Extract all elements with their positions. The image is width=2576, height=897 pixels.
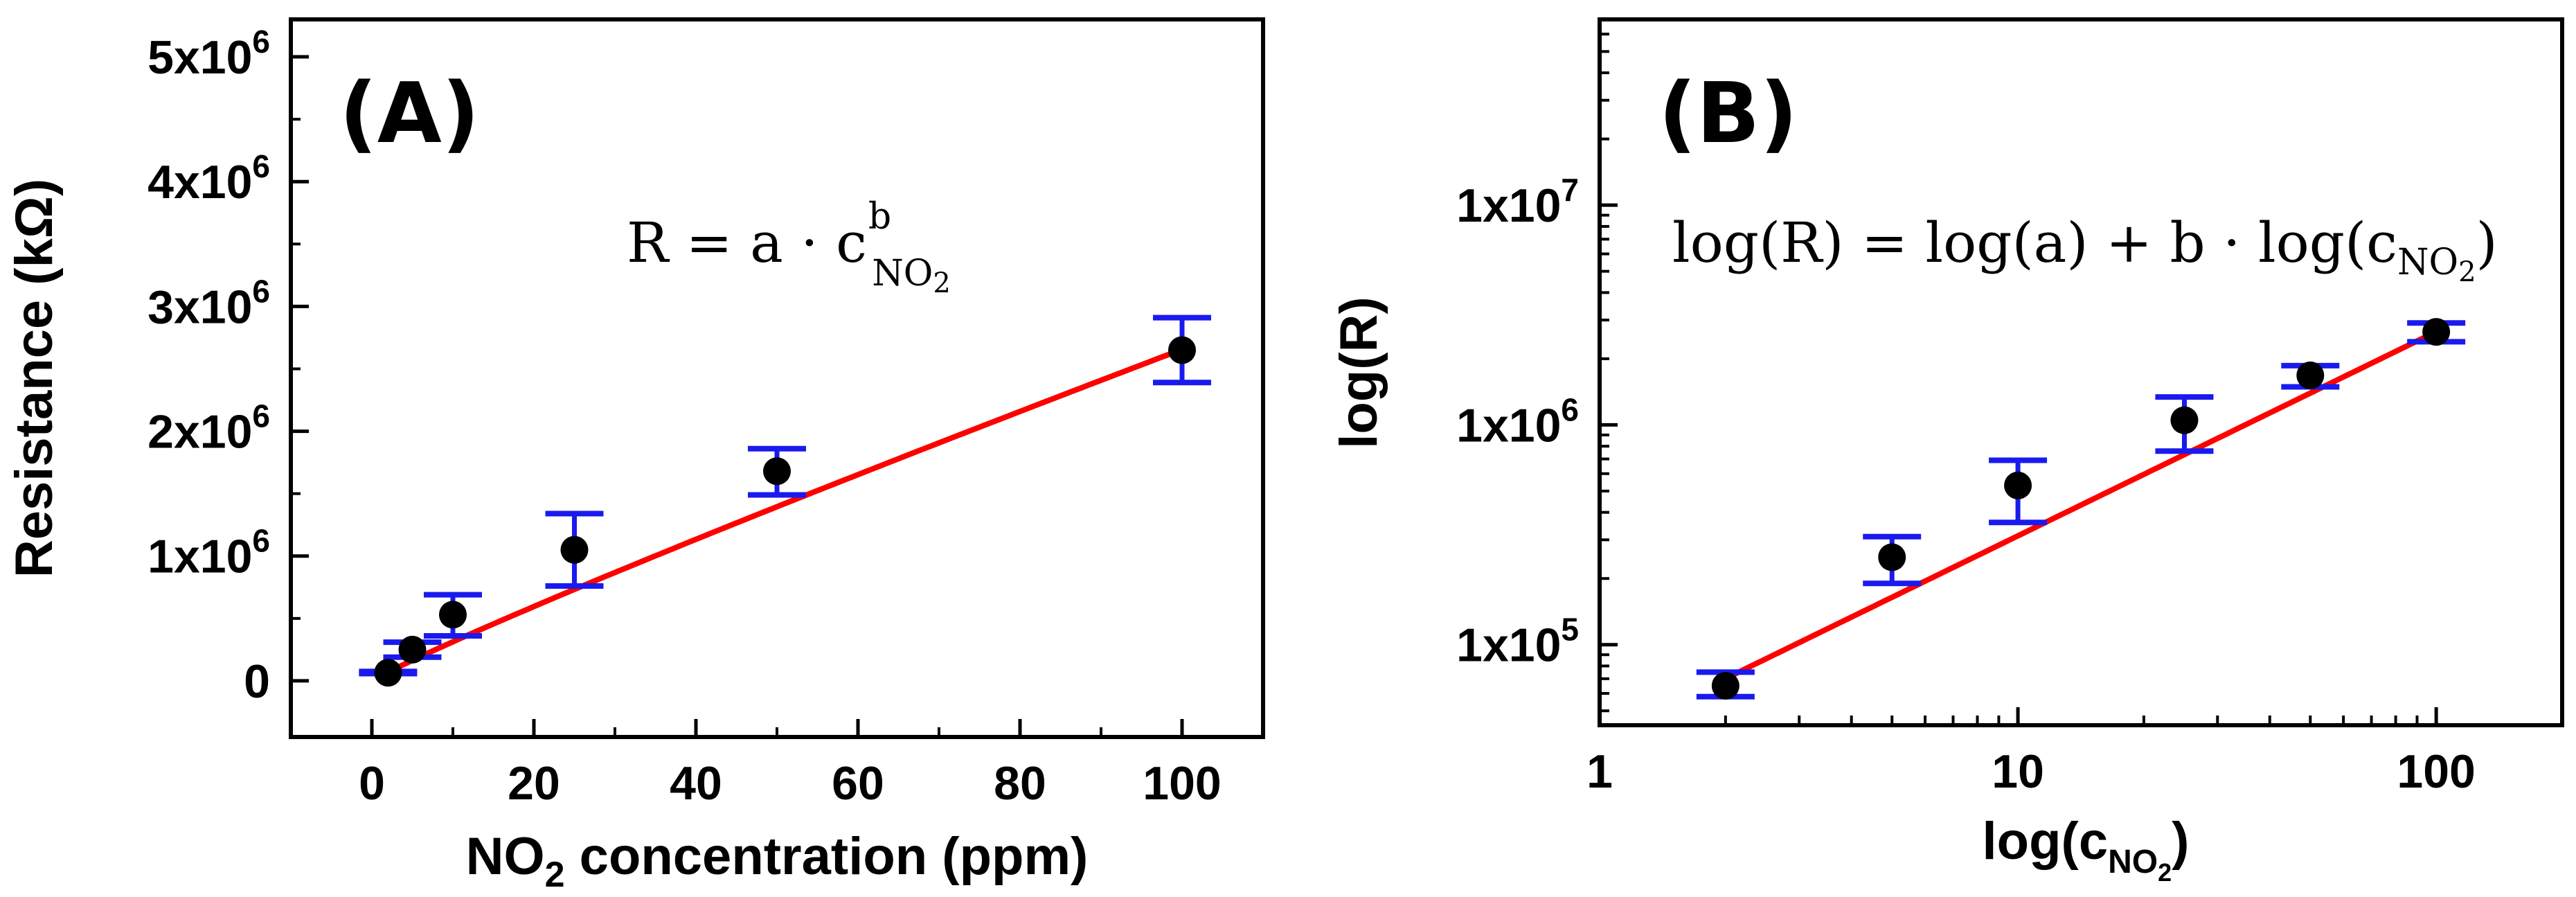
panel-b-frame bbox=[1598, 17, 2564, 727]
y-tick-label: 3x106 bbox=[147, 273, 270, 333]
fit-curve bbox=[386, 346, 1183, 675]
x-tick-label: 0 bbox=[359, 757, 385, 810]
y-tick-label: 1x106 bbox=[147, 523, 270, 583]
data-point bbox=[2422, 318, 2451, 346]
data-point bbox=[398, 635, 427, 664]
panel-a: 0 20 40 60 80 100 0 1x106 2x106 3x106 4x106 5x106 (… bbox=[5, 17, 1265, 895]
panel-b-label: (B) bbox=[1658, 66, 1798, 162]
x-tick-label: 20 bbox=[508, 757, 560, 810]
data-point bbox=[1168, 336, 1196, 364]
data-point bbox=[2296, 361, 2325, 389]
x-tick-label: 10 bbox=[1992, 745, 2044, 798]
y-tick-label: 5x106 bbox=[147, 24, 270, 84]
data-point bbox=[374, 659, 402, 687]
panel-b-x-axis-label: log(cNO2) bbox=[1983, 812, 2190, 887]
data-point bbox=[1878, 543, 1906, 571]
y-tick-label: 0 bbox=[244, 655, 270, 708]
y-tick-label: 1x107 bbox=[1456, 172, 1579, 232]
panel-a-equation-subscript: NO bbox=[872, 253, 933, 294]
x-tick-label: 100 bbox=[1143, 757, 1221, 810]
panel-b: 1 10 100 1x105 1x106 1x107 (B) log(R) = log(a… bbox=[1330, 17, 2564, 887]
data-point bbox=[2170, 406, 2199, 434]
data-point bbox=[560, 535, 589, 564]
y-tick-label: 1x106 bbox=[1456, 391, 1579, 452]
panel-a-fit-curve-group bbox=[386, 346, 1183, 675]
x-tick-label: 60 bbox=[832, 757, 884, 810]
panel-a-y-axis-label: Resistance (kΩ) bbox=[5, 179, 64, 578]
panel-a-label: (A) bbox=[339, 66, 480, 162]
panel-a-equation: R = a · cb NO2 bbox=[627, 196, 951, 299]
panel-b-points bbox=[1711, 318, 2451, 700]
panel-b-y-axis-label: log(R) bbox=[1330, 296, 1388, 448]
data-point bbox=[763, 457, 791, 486]
x-tick-label: 80 bbox=[994, 757, 1046, 810]
fit-curve bbox=[1724, 329, 2438, 682]
panel-b-fit-curve-group bbox=[1724, 329, 2438, 682]
panel-a-ticks: 0 20 40 60 80 100 0 1x106 2x106 3x106 4x106 5x106 bbox=[147, 24, 1222, 810]
x-tick-label: 100 bbox=[2397, 745, 2475, 798]
data-point bbox=[439, 601, 467, 629]
panel-b-equation-subscript: NO bbox=[2397, 242, 2458, 283]
panel-b-ticks: 1 10 100 1x105 1x106 1x107 bbox=[1456, 33, 2476, 798]
panel-b-errorbars bbox=[1696, 320, 2466, 700]
y-tick-label: 2x106 bbox=[147, 398, 270, 459]
y-tick-label: 4x106 bbox=[147, 148, 270, 208]
panel-a-errorbars bbox=[359, 314, 1211, 677]
panel-a-x-axis-label: NO2 concentration (ppm) bbox=[466, 827, 1089, 895]
panel-b-equation: log(R) = log(a) + b · log(cNO2) bbox=[1672, 211, 2498, 288]
y-tick-label: 1x105 bbox=[1456, 612, 1579, 672]
data-point bbox=[1711, 672, 1739, 700]
x-tick-label: 40 bbox=[670, 757, 722, 810]
x-tick-label: 1 bbox=[1586, 745, 1613, 798]
panel-a-equation-exponent: b bbox=[868, 196, 891, 238]
panel-a-points bbox=[374, 336, 1196, 687]
data-point bbox=[2004, 471, 2032, 499]
